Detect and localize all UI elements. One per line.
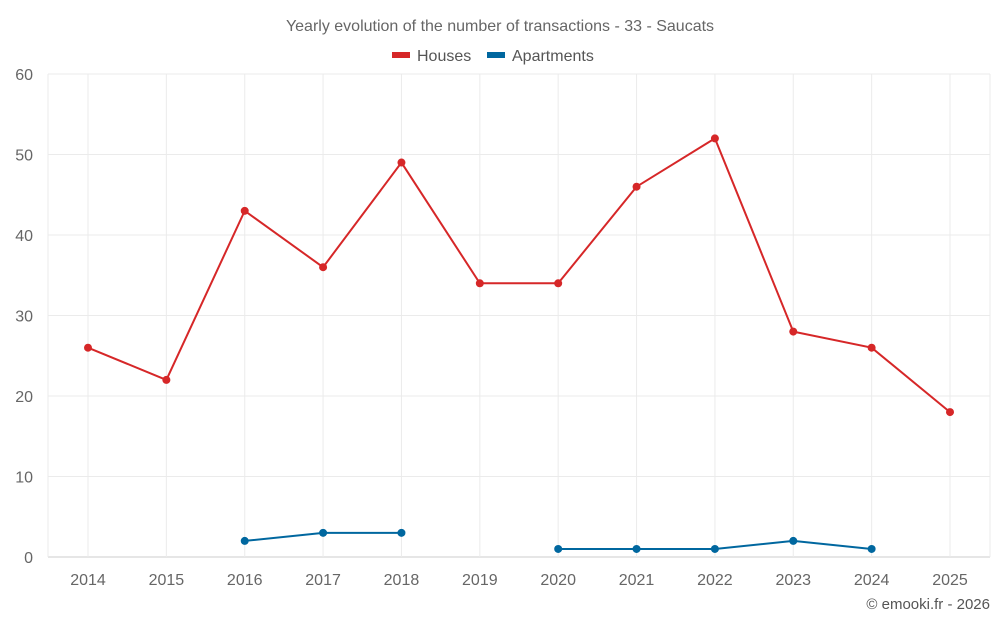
data-point [710,134,719,143]
data-point [319,263,328,272]
x-axis: 2014 2015 2016 2017 2018 2019 2020 2021 2022 2023… [70,572,968,589]
y-tick-label: 50 [15,148,33,165]
data-point [867,343,876,352]
series-line [87,136,951,413]
y-tick-label: 0 [24,550,33,567]
y-axis: 0 10 20 30 40 50 60 [15,67,33,567]
legend-swatch [487,52,505,58]
x-tick-label: 2022 [697,572,733,589]
x-tick-label: 2023 [775,572,811,589]
x-tick-label: 2020 [540,572,576,589]
x-tick-label: 2016 [227,572,263,589]
data-point [475,279,484,288]
x-tick-label: 2025 [932,572,968,589]
data-point [632,182,641,191]
series-houses [84,134,954,417]
data-point [397,158,406,167]
grid [47,73,991,558]
data-point [710,544,719,553]
credit-text: © emooki.fr - 2026 [866,596,990,613]
data-point [240,536,249,545]
y-tick-label: 60 [15,67,33,84]
data-point [867,544,876,553]
x-tick-label: 2014 [70,572,106,589]
data-point [946,408,954,417]
data-point [162,375,171,384]
x-tick-label: 2015 [149,572,185,589]
legend: Houses Apartments [392,48,594,65]
data-point [240,206,249,215]
x-tick-label: 2017 [305,572,341,589]
x-tick-label: 2018 [384,572,420,589]
chart-title: Yearly evolution of the number of transa… [286,18,714,35]
y-tick-label: 20 [15,389,33,406]
series-apartments [240,528,876,553]
data-point [84,343,92,352]
y-tick-label: 10 [15,470,33,487]
data-point [397,528,406,537]
y-tick-label: 30 [15,309,33,326]
data-point [632,544,641,553]
legend-label: Apartments [512,48,594,65]
data-point [554,544,563,553]
x-tick-label: 2021 [619,572,655,589]
series-group [84,134,954,553]
x-tick-label: 2024 [854,572,890,589]
data-point [554,279,563,288]
x-tick-label: 2019 [462,572,498,589]
data-point [789,536,798,545]
legend-label: Houses [417,48,471,65]
data-point [319,528,328,537]
y-tick-label: 40 [15,228,33,245]
data-point [789,327,798,336]
legend-swatch [392,52,410,58]
